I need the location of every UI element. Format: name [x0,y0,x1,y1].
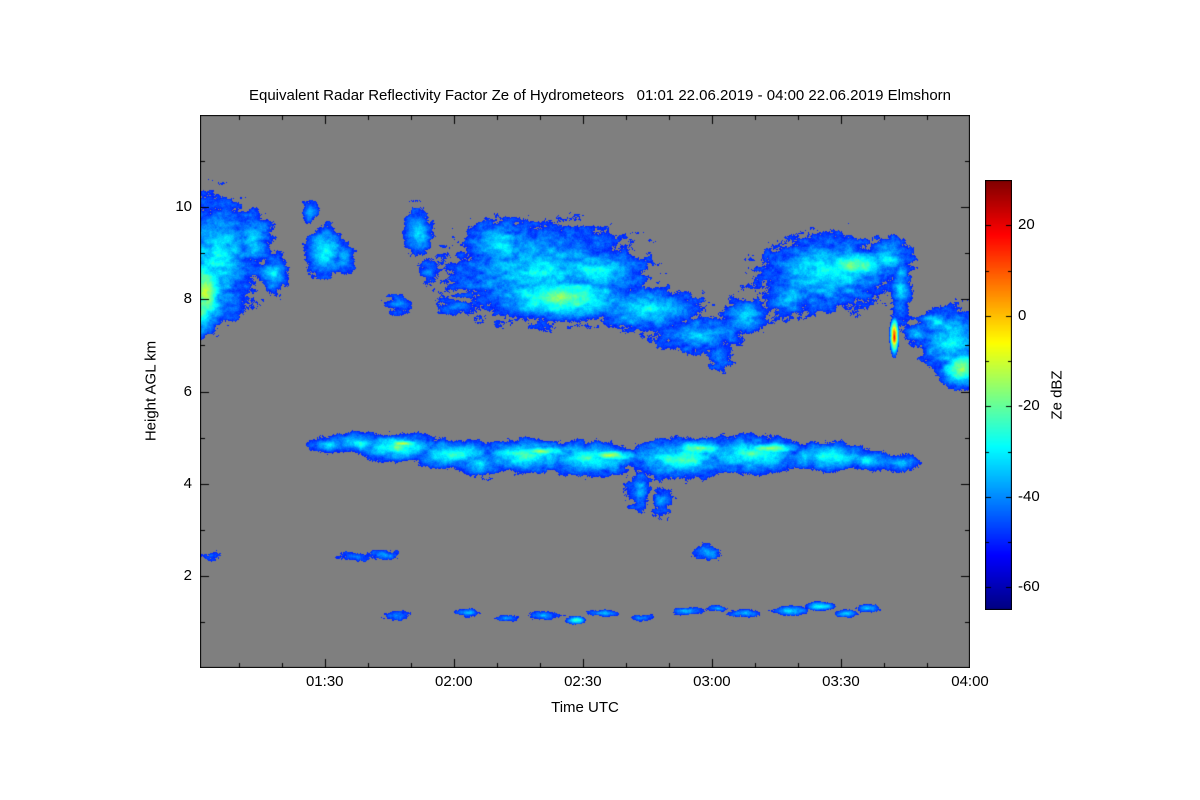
colorbar-tick-label: -60 [1018,578,1040,596]
x-tick-label: 01:30 [305,673,344,690]
y-tick-label: 2 [183,566,192,584]
colorbar-tick-label: -40 [1018,487,1040,505]
x-tick-label: 03:00 [693,673,731,690]
y-tick-label: 10 [175,198,192,216]
heatmap-canvas [200,115,970,668]
y-tick-label: 6 [183,382,192,400]
y-tick-label: 4 [183,474,192,492]
x-tick-label: 02:00 [435,673,473,690]
colorbar-label: Ze dBZ [1048,370,1066,420]
chart-title: Equivalent Radar Reflectivity Factor Ze … [248,87,952,104]
colorbar-tick-label: 0 [1018,306,1027,324]
colorbar-tick-label: 20 [1018,216,1035,234]
colorbar-canvas [985,180,1012,610]
y-tick-label: 8 [183,290,192,308]
x-axis-label: Time UTC [551,699,619,716]
x-tick-label: 04:00 [951,673,989,690]
colorbar-tick-label: -20 [1018,397,1040,415]
x-tick-label: 02:30 [564,673,602,690]
x-tick-label: 03:30 [822,673,860,690]
